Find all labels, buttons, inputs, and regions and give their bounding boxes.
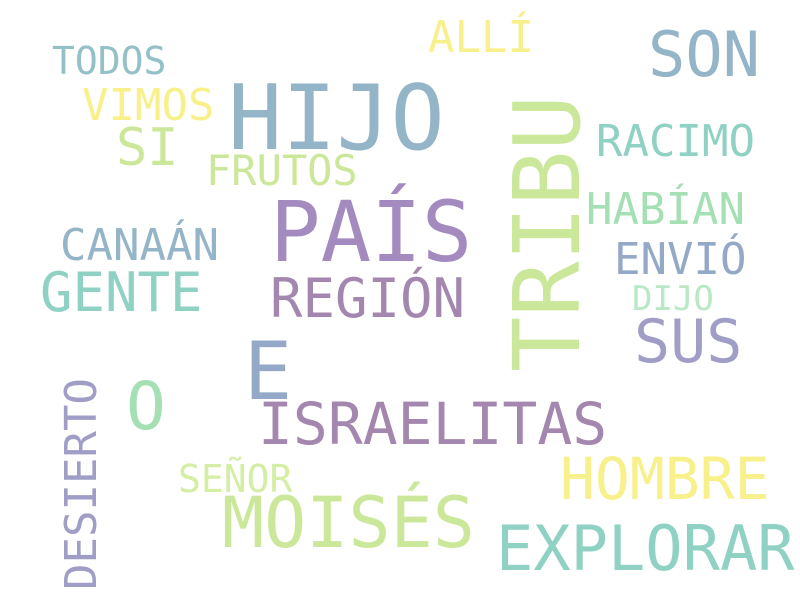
word-pais: PAÍS [270,183,473,281]
word-sus: SUS [634,307,743,377]
word-racimo: RACIMO [596,116,755,167]
word-si: SI [116,118,179,178]
word-vimos: VIMOS [82,80,215,131]
word-hijo: HIJO [228,66,445,171]
word-region: REGIÓN [270,267,466,330]
word-dijo: DIJO [632,279,714,319]
word-alli: ALLÍ [428,12,534,63]
word-hombre: HOMBRE [560,445,770,513]
word-envio: ENVIÓ [614,234,747,285]
word-canaan: CANAÁN [60,220,219,271]
word-todos: TODOS [52,39,167,83]
word-israelitas: ISRAELITAS [258,390,608,458]
word-frutos: FRUTOS [206,146,358,195]
word-desierto: DESIERTO [56,378,107,590]
word-o: O [126,368,166,445]
word-moises: MOISÉS [222,482,475,564]
word-habian: HABÍAN [586,184,745,235]
word-senor: SEÑOR [178,457,293,501]
word-gente: GENTE [40,261,203,324]
word-explorar: EXPLORAR [496,512,795,585]
word-tribu: TRIBU [494,95,601,372]
word-e: E [244,325,293,418]
word-son: SON [648,18,760,91]
